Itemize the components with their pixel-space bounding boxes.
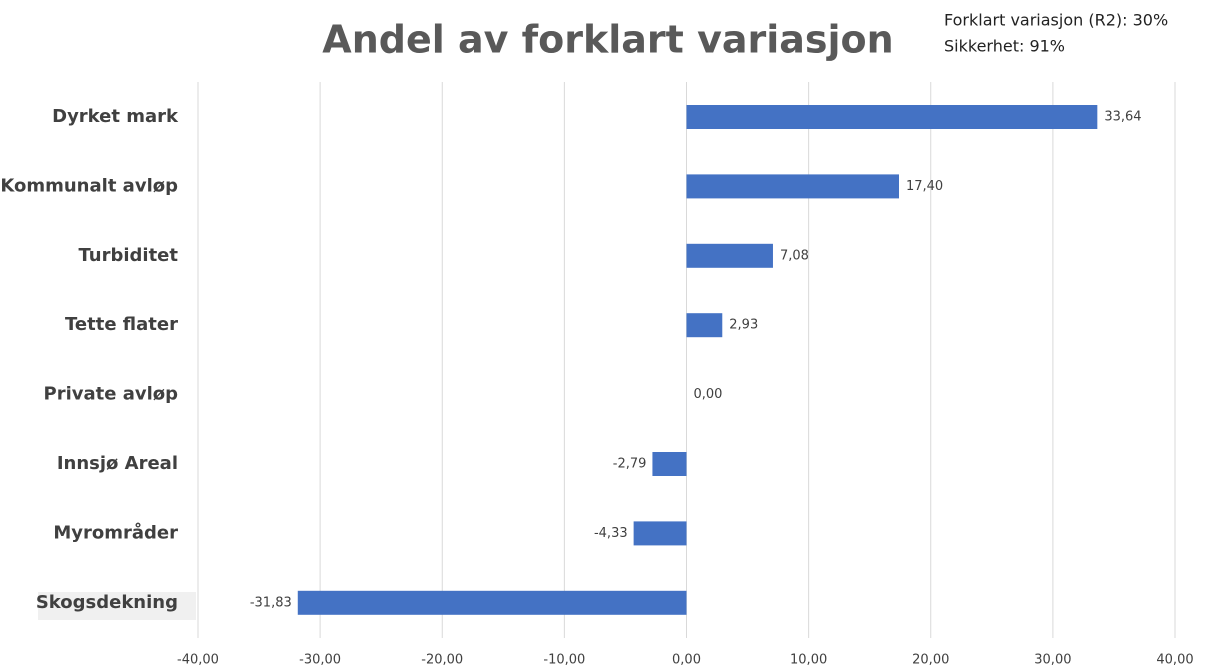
y-tick-label: Turbiditet — [78, 245, 178, 266]
data-label: 33,64 — [1104, 110, 1141, 125]
y-tick-label: Innsjø Areal — [57, 453, 178, 474]
bar — [686, 105, 1098, 129]
x-tick-label: -30,00 — [299, 653, 341, 668]
x-tick-label: 10,00 — [790, 653, 827, 668]
data-label: 2,93 — [729, 318, 758, 333]
chart-title: Andel av forklart variasjon — [322, 18, 893, 62]
x-tick-label: 0,00 — [672, 653, 701, 668]
y-tick-label: Tette flater — [65, 314, 178, 335]
y-tick-label: Myrområder — [53, 521, 178, 543]
x-tick-label: -20,00 — [421, 653, 463, 668]
y-tick-label: Skogsdekning — [36, 592, 178, 613]
data-label: 17,40 — [906, 179, 943, 194]
y-tick-label: Kommunalt avløp — [0, 175, 178, 196]
data-label: 7,08 — [780, 248, 809, 263]
data-label: -31,83 — [250, 595, 292, 610]
annotation: Forklart variasjon (R2): 30% — [944, 11, 1168, 30]
x-tick-label: -40,00 — [177, 653, 219, 668]
data-label: -2,79 — [613, 457, 647, 472]
annotation: Sikkerhet: 91% — [944, 37, 1065, 56]
data-label: 0,00 — [694, 387, 723, 402]
bar — [652, 452, 687, 476]
y-tick-label: Private avløp — [44, 384, 179, 405]
x-tick-label: -10,00 — [543, 653, 585, 668]
bar — [686, 313, 723, 338]
x-tick-label: 20,00 — [912, 653, 949, 668]
y-tick-label: Dyrket mark — [52, 106, 179, 127]
label-highlight — [38, 592, 196, 620]
bar — [686, 243, 773, 268]
x-tick-label: 30,00 — [1034, 653, 1071, 668]
bar — [686, 174, 899, 199]
x-tick-label: 40,00 — [1156, 653, 1193, 668]
data-label: -4,33 — [594, 526, 628, 541]
bar — [633, 521, 687, 546]
bar — [297, 590, 687, 615]
